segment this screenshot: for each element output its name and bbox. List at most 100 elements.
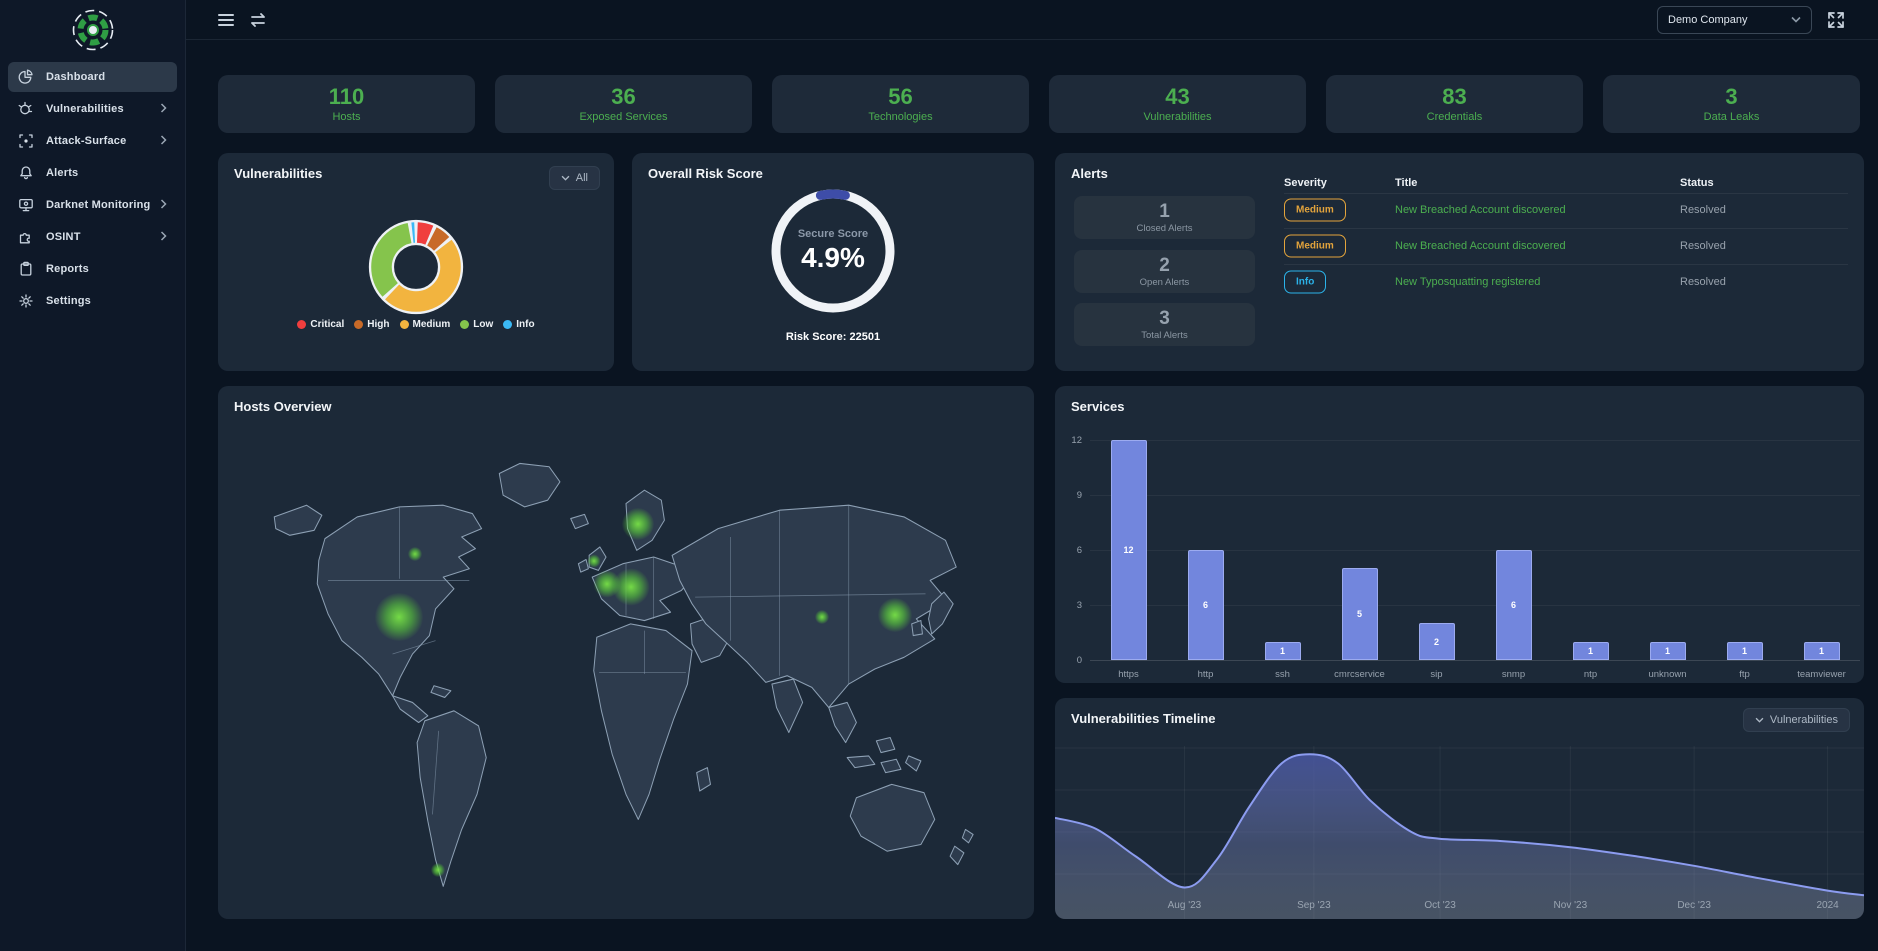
host-hotspot-china — [814, 610, 829, 625]
sidebar-item-dashboard[interactable]: Dashboard — [8, 62, 177, 92]
alerts-icon — [18, 165, 34, 181]
alert-title[interactable]: New Typosquatting registered — [1395, 276, 1541, 288]
alert-title[interactable]: New Breached Account discovered — [1395, 240, 1566, 252]
sidebar-item-settings[interactable]: Settings — [8, 286, 177, 316]
bar-value: 2 — [1433, 636, 1439, 647]
bar-cmrcservice: 5 — [1341, 568, 1378, 660]
sidebar-item-darknet-monitoring[interactable]: Darknet Monitoring — [8, 190, 177, 220]
x-axis-label: ftp — [1739, 669, 1750, 680]
timeline-series-label: Vulnerabilities — [1769, 714, 1838, 726]
x-axis-label: unknown — [1648, 669, 1687, 680]
legend-label: Critical — [310, 319, 345, 330]
legend-dot — [503, 320, 513, 329]
reports-icon — [18, 261, 34, 277]
alert-stat-total-alerts[interactable]: 3 Total Alerts — [1074, 303, 1255, 346]
legend-dot — [460, 320, 470, 329]
severity-badge: Info — [1284, 270, 1327, 294]
sidebar-item-label: Vulnerabilities — [46, 103, 124, 115]
hosts-overview-card: Hosts Overview — [218, 386, 1034, 919]
legend-label: Info — [516, 319, 535, 330]
stat-label: Data Leaks — [1703, 110, 1760, 123]
legend-item-low[interactable]: Low — [460, 319, 493, 330]
alert-title[interactable]: New Breached Account discovered — [1395, 204, 1566, 216]
stat-value: 110 — [328, 84, 365, 110]
donut-legend: Critical High Medium Low Info — [218, 319, 614, 330]
vulnerabilities-timeline-card: Vulnerabilities Timeline Vulnerabilities… — [1055, 698, 1864, 919]
legend-dot — [399, 320, 409, 329]
vulnerability-filter-label: All — [575, 172, 588, 184]
stat-label: Credentials — [1426, 110, 1483, 123]
fullscreen-icon[interactable] — [1826, 10, 1846, 30]
sidebar-item-attack-surface[interactable]: Attack-Surface — [8, 126, 177, 156]
bar-value: 1 — [1587, 645, 1593, 656]
services-bar-chart: 0 3 6 9 12 12 https 6 http 1 ssh 5 cmrcservice 2 sip 6 s… — [1055, 386, 1864, 683]
table-separator — [1284, 264, 1848, 265]
sidebar-menu: Dashboard Vulnerabilities Attack-Surface Al… — [0, 62, 185, 316]
legend-item-high[interactable]: High — [354, 319, 390, 330]
host-hotspot-us-central — [375, 593, 424, 642]
stat-card-exposed-services: 36 Exposed Services — [495, 75, 752, 133]
company-selector[interactable]: Demo Company — [1657, 6, 1812, 34]
vulnerabilities-card: Vulnerabilities All Critical High Medium Lo… — [218, 153, 614, 371]
hamburger-menu-icon[interactable] — [216, 10, 236, 30]
alert-stat-value: 2 — [1159, 254, 1170, 276]
legend-item-info[interactable]: Info — [503, 319, 535, 330]
x-axis-label: sip — [1430, 669, 1443, 680]
attack-surface-icon — [18, 133, 34, 149]
stat-label: Exposed Services — [579, 110, 668, 123]
sidebar-item-alerts[interactable]: Alerts — [8, 158, 177, 188]
bar-value: 1 — [1741, 645, 1747, 656]
top-header: Demo Company — [186, 0, 1878, 40]
chevron-right-icon — [160, 134, 167, 148]
bar-teamviewer: 1 — [1803, 641, 1840, 660]
sidebar-item-reports[interactable]: Reports — [8, 254, 177, 284]
sidebar-item-osint[interactable]: OSINT — [8, 222, 177, 252]
legend-item-critical[interactable]: Critical — [297, 319, 344, 330]
timeline-x-label: 2024 — [1816, 900, 1839, 911]
sidebar-item-label: Dashboard — [46, 71, 106, 83]
secure-score-value: 4.9% — [801, 242, 865, 273]
alert-stat-label: Open Alerts — [1139, 276, 1190, 288]
legend-label: Low — [473, 319, 494, 330]
risk-score-value: Risk Score: 22501 — [785, 331, 881, 343]
secure-score-label: Secure Score — [797, 228, 869, 240]
alerts-card: Alerts 1 Closed Alerts 2 Open Alerts 3 Total … — [1055, 153, 1864, 371]
timeline-card-title: Vulnerabilities Timeline — [1071, 711, 1216, 726]
timeline-series-dropdown[interactable]: Vulnerabilities — [1742, 708, 1850, 732]
bar-sip: 2 — [1418, 623, 1455, 660]
alerts-col-title: Title — [1395, 177, 1418, 189]
sidebar: Dashboard Vulnerabilities Attack-Surface Al… — [0, 0, 186, 951]
stat-card-credentials: 83 Credentials — [1326, 75, 1583, 133]
osint-icon — [18, 229, 34, 245]
gridline — [1090, 440, 1860, 441]
host-hotspot-canada — [407, 547, 422, 562]
swap-arrows-icon[interactable] — [248, 10, 268, 30]
timeline-x-label: Aug '23 — [1167, 900, 1202, 911]
legend-label: Medium — [412, 319, 451, 330]
alert-stat-open-alerts[interactable]: 2 Open Alerts — [1074, 250, 1255, 293]
alert-stat-closed-alerts[interactable]: 1 Closed Alerts — [1074, 196, 1255, 239]
bar-http: 6 — [1187, 550, 1224, 660]
host-hotspot-uk — [587, 554, 601, 568]
stat-card-vulnerabilities: 43 Vulnerabilities — [1049, 75, 1306, 133]
vulnerability-filter-dropdown[interactable]: All — [548, 166, 600, 190]
bar-unknown: 1 — [1649, 641, 1686, 660]
chevron-down-icon — [561, 175, 570, 181]
alert-status: Resolved — [1680, 240, 1726, 252]
timeline-area-chart — [1055, 738, 1864, 919]
app-logo[interactable] — [0, 0, 185, 62]
sidebar-item-label: Settings — [46, 295, 91, 307]
host-hotspot-japan-korea — [877, 597, 912, 632]
stat-label: Vulnerabilities — [1143, 110, 1212, 123]
vulnerabilities-card-title: Vulnerabilities — [234, 166, 323, 181]
legend-item-medium[interactable]: Medium — [399, 319, 451, 330]
stat-value: 3 — [1725, 84, 1738, 110]
bar-https: 12 — [1110, 440, 1147, 660]
darknet-icon — [18, 197, 34, 213]
legend-label: High — [367, 319, 390, 330]
host-hotspot-argentina — [430, 862, 445, 877]
sidebar-item-vulnerabilities[interactable]: Vulnerabilities — [8, 94, 177, 124]
y-axis-tick: 12 — [1071, 435, 1082, 446]
alert-stat-label: Closed Alerts — [1136, 222, 1193, 234]
bar-ftp: 1 — [1726, 641, 1763, 660]
